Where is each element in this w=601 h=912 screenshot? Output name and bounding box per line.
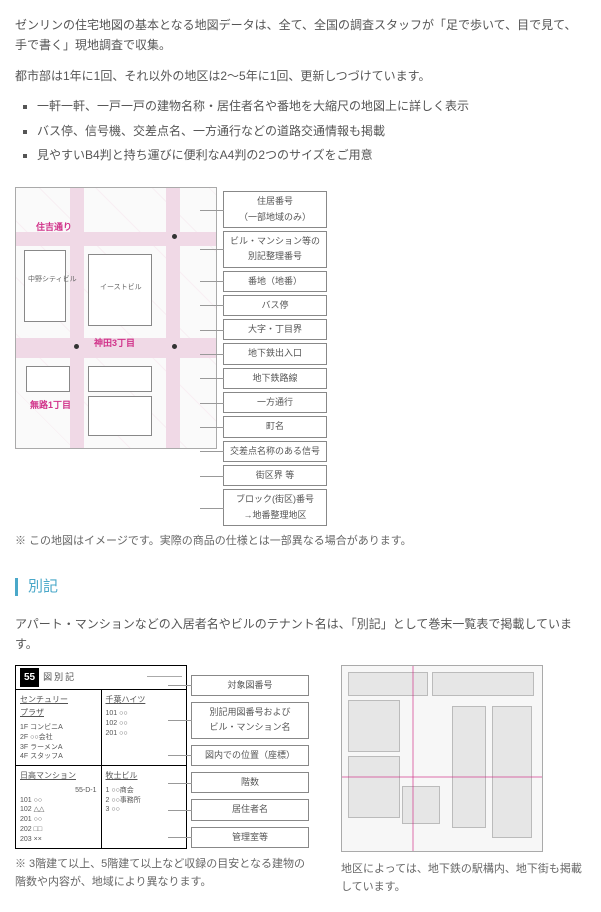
betsuki-row: 201 ○○	[106, 729, 183, 739]
feature-list: 一軒一軒、一戸一戸の建物名称・居住者名や番地を大縮尺の地図上に詳しく表示 バス停…	[15, 96, 586, 165]
betsuki-page-number: 55	[20, 668, 39, 687]
map-legend-column: 住居番号（一部地域のみ） ビル・マンション等の別記整理番号 番地（地番） バス停…	[223, 187, 327, 525]
legend-item: 町名	[223, 416, 327, 437]
feature-item: 一軒一軒、一戸一戸の建物名称・居住者名や番地を大縮尺の地図上に詳しく表示	[37, 96, 586, 116]
betsuki-page-label: 図別記	[43, 670, 76, 685]
betsuki-row: 202 □□	[20, 825, 97, 835]
betsuki-row: 201 ○○	[20, 815, 97, 825]
legend-item: 番地（地番）	[223, 271, 327, 292]
underground-caption: 地区によっては、地下鉄の駅構内、地下街も掲載しています。	[341, 860, 586, 897]
betsuki-intro: アパート・マンションなどの入居者名やビルのテナント名は、「別記」として巻末一覧表…	[15, 614, 586, 655]
section-heading-betsuki: 別記	[15, 574, 586, 600]
feature-item: 見やすいB4判と持ち運びに便利なA4判の2つのサイズをご用意	[37, 145, 586, 165]
legend-item: 住居番号（一部地域のみ）	[223, 191, 327, 228]
legend-item: 地下鉄出入口	[223, 343, 327, 364]
betsuki-row: 2F ○○会社	[20, 733, 97, 743]
legend-item: 一方通行	[223, 392, 327, 413]
area-label-1: 神田3丁目	[94, 336, 135, 351]
betsuki-legend-item: 別記用図番号およびビル・マンション名	[191, 702, 309, 739]
betsuki-row: 101 ○○	[20, 796, 97, 806]
legend-item: ブロック(街区)番号→地番整理地区	[223, 489, 327, 526]
heading-title: 別記	[28, 574, 58, 600]
underground-map-image	[341, 665, 543, 852]
road-label: 住吉通り	[36, 220, 72, 235]
betsuki-legend-item: 対象図番号	[191, 675, 309, 696]
legend-item: ビル・マンション等の別記整理番号	[223, 231, 327, 268]
legend-item: バス停	[223, 295, 327, 316]
betsuki-row: 203 ××	[20, 835, 97, 845]
betsuki-legend-item: 居住者名	[191, 799, 309, 820]
betsuki-block-a-title: センチュリープラザ	[20, 693, 97, 720]
bldg-label-2: イーストビル	[100, 282, 142, 294]
intro-line-1: ゼンリンの住宅地図の基本となる地図データは、全て、全国の調査スタッフが「足で歩い…	[15, 15, 586, 56]
heading-accent-bar	[15, 578, 18, 596]
legend-item: 交差点名称のある信号	[223, 441, 327, 462]
betsuki-row: 101 ○○	[106, 709, 183, 719]
betsuki-row: 2 ○○事務所	[106, 796, 183, 806]
betsuki-legend-item: 図内での位置（座標）	[191, 745, 309, 766]
bldg-label-1: 中野シティビル	[28, 274, 77, 286]
betsuki-legend-column: 対象図番号 別記用図番号およびビル・マンション名 図内での位置（座標） 階数 居…	[191, 665, 309, 848]
feature-item: バス停、信号機、交差点名、一方通行などの道路交通情報も掲載	[37, 121, 586, 141]
betsuki-block-b-title: 日高マンション	[20, 769, 97, 783]
betsuki-row: 3F ラーメンA	[20, 743, 97, 753]
betsuki-block-b-sub: 55-D-1	[20, 786, 97, 796]
betsuki-row: 4F スタッフA	[20, 752, 97, 762]
legend-item: 街区界 等	[223, 465, 327, 486]
betsuki-row: 102 △△	[20, 805, 97, 815]
legend-item: 大字・丁目界	[223, 319, 327, 340]
map-caption: ※ この地図はイメージです。実際の商品の仕様とは一部異なる場合があります。	[15, 532, 586, 551]
betsuki-panel: 55 図別記 ――――― センチュリープラザ 1F コンビニA 2F ○○会社 …	[15, 665, 187, 849]
betsuki-block-d-title: 牧士ビル	[106, 769, 183, 783]
area-label-2: 無路1丁目	[30, 398, 71, 413]
betsuki-legend-item: 階数	[191, 772, 309, 793]
betsuki-caption: ※ 3階建て以上、5階建て以上など収録の目安となる建物の階数や内容が、地域により…	[15, 855, 309, 892]
betsuki-figure: 55 図別記 ――――― センチュリープラザ 1F コンビニA 2F ○○会社 …	[15, 665, 309, 849]
intro-line-2: 都市部は1年に1回、それ以外の地区は2〜5年に1回、更新しつづけています。	[15, 66, 586, 86]
betsuki-row: 1F コンビニA	[20, 723, 97, 733]
betsuki-legend-item: 管理室等	[191, 827, 309, 848]
map-legend-block: 住吉通り 神田3丁目 無路1丁目 中野シティビル イーストビル 住居番号（一部地…	[15, 187, 586, 525]
legend-item: 地下鉄路線	[223, 368, 327, 389]
sample-map-image: 住吉通り 神田3丁目 無路1丁目 中野シティビル イーストビル	[15, 187, 217, 449]
betsuki-row: 1 ○○商会	[106, 786, 183, 796]
